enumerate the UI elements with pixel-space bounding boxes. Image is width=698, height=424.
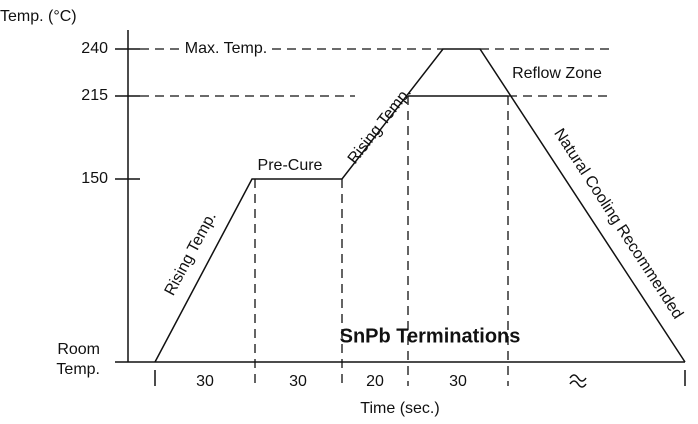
annotation: Reflow Zone bbox=[512, 65, 602, 82]
profile bbox=[154, 48, 686, 363]
y-tick-label: 150 bbox=[81, 170, 108, 187]
y-label: Temp. (°C) bbox=[0, 8, 77, 25]
y-tick-label: 215 bbox=[81, 87, 108, 104]
annotation: Rising Temp. bbox=[345, 84, 415, 167]
title: SnPb Terminations bbox=[340, 325, 521, 347]
x-label: Time (sec.) bbox=[360, 400, 439, 417]
interval-label: 20 bbox=[366, 373, 384, 390]
y-tick-label: 240 bbox=[81, 40, 108, 57]
annotation: Pre-Cure bbox=[258, 157, 323, 174]
annotation: Rising Temp. bbox=[162, 209, 220, 298]
y-tick-label: Temp. bbox=[56, 361, 100, 378]
interval-label: 30 bbox=[196, 373, 214, 390]
interval-label: 30 bbox=[449, 373, 467, 390]
interval-label: 30 bbox=[289, 373, 307, 390]
annotation: Max. Temp. bbox=[185, 40, 267, 57]
y-tick-label: Room bbox=[57, 341, 100, 358]
annotation: Natural Cooling Recommended bbox=[550, 126, 686, 322]
axis-break bbox=[569, 374, 587, 388]
axes bbox=[115, 30, 686, 386]
guides bbox=[140, 48, 610, 386]
